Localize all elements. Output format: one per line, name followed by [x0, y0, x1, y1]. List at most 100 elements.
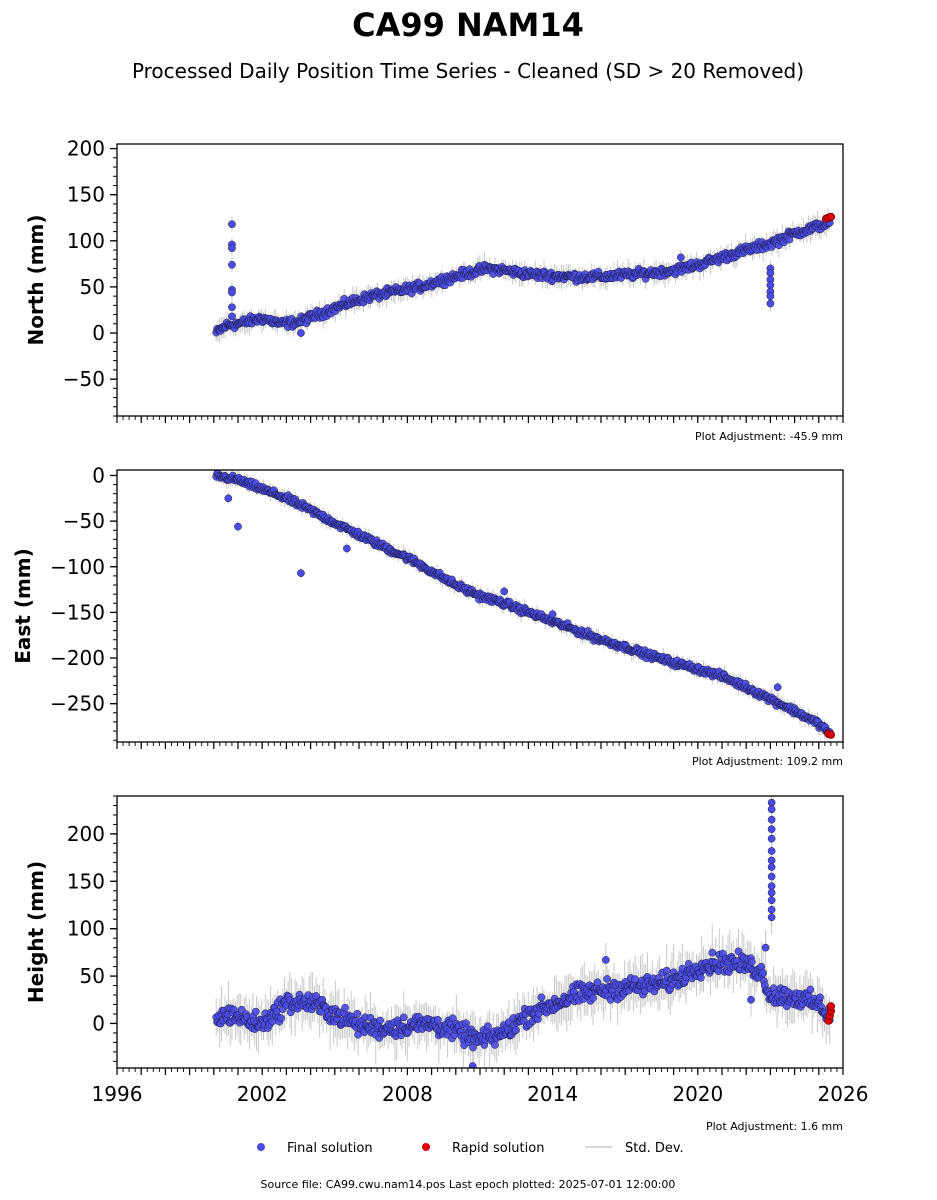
y-axis-label: North (mm): [24, 214, 48, 345]
y-tick-label: 200: [67, 822, 105, 846]
final-point: [228, 303, 236, 312]
final-point: [767, 798, 776, 807]
final-point: [767, 815, 776, 824]
y-tick-label: −50: [63, 509, 105, 533]
plot-adjustment-note: Plot Adjustment: -45.9 mm: [695, 430, 843, 443]
final-point: [228, 312, 236, 321]
final-point: [228, 288, 236, 297]
y-tick-label: 200: [67, 137, 105, 161]
final-point: [512, 1026, 520, 1034]
final-point: [767, 825, 776, 834]
final-point: [603, 975, 611, 983]
final-solution-points: [212, 798, 834, 1068]
y-tick-label: −50: [63, 367, 105, 391]
final-point: [228, 220, 236, 229]
y-tick-label: 50: [80, 964, 105, 988]
legend-rapid-label: Rapid solution: [452, 1141, 544, 1156]
final-point: [806, 985, 815, 994]
final-point: [229, 1005, 238, 1014]
final-point: [747, 995, 755, 1004]
final-point: [767, 888, 776, 897]
final-point: [234, 522, 242, 531]
y-tick-label: 100: [67, 229, 105, 253]
final-point: [761, 943, 770, 952]
final-point: [297, 569, 305, 577]
final-point: [747, 958, 756, 966]
final-solution-points: [212, 215, 834, 337]
final-point: [268, 1017, 277, 1026]
final-point: [766, 299, 775, 308]
plot-adjustment-note: Plot Adjustment: 109.2 mm: [692, 755, 843, 768]
rapid-solution-points: [821, 212, 836, 223]
final-point: [767, 896, 776, 905]
final-point: [767, 847, 776, 855]
x-tick-label: 2026: [818, 1082, 869, 1106]
axes-frame: [116, 469, 844, 743]
y-tick-label: 100: [67, 917, 105, 941]
final-point: [708, 948, 717, 957]
legend-final-marker: [257, 1143, 265, 1151]
y-tick-label: −250: [50, 692, 105, 716]
y-axis-label: Height (mm): [24, 861, 48, 1003]
legend-stddev-label: Std. Dev.: [625, 1141, 684, 1156]
final-point: [767, 882, 776, 890]
final-point: [766, 269, 775, 277]
final-point: [484, 1022, 492, 1031]
final-point: [757, 962, 766, 971]
x-tick-label: 2020: [672, 1082, 723, 1106]
x-tick-label: 2014: [527, 1082, 578, 1106]
y-tick-label: −200: [50, 646, 105, 670]
axes-frame: [116, 795, 844, 1069]
y-tick-label: 0: [92, 463, 105, 487]
rapid-solution-points: [824, 1002, 836, 1025]
legend: Final solution Rapid solution Std. Dev.: [257, 1141, 684, 1156]
final-point: [766, 281, 775, 289]
final-point: [341, 1003, 349, 1012]
final-point: [500, 587, 509, 596]
final-point: [434, 1016, 442, 1024]
final-point: [662, 966, 671, 975]
final-point: [759, 969, 767, 977]
final-point: [767, 913, 776, 922]
x-tick-label: 1996: [92, 1082, 143, 1106]
final-point: [677, 253, 685, 262]
final-point: [767, 834, 776, 843]
final-point: [228, 244, 236, 253]
y-tick-label: 50: [80, 275, 105, 299]
final-point: [399, 1013, 408, 1022]
std-dev-bars: [215, 796, 831, 1068]
final-point: [343, 544, 351, 553]
final-point: [697, 973, 705, 982]
y-tick-label: 0: [92, 1011, 105, 1035]
final-point: [767, 905, 776, 914]
final-point: [767, 856, 776, 865]
final-point: [491, 1041, 499, 1049]
final-point: [767, 863, 776, 871]
x-tick-label: 2008: [382, 1082, 433, 1106]
final-point: [468, 1062, 477, 1068]
plot-area: [212, 208, 836, 343]
rapid-point: [826, 730, 836, 739]
final-point: [766, 292, 775, 300]
axes-frame: [116, 143, 844, 417]
north-panel: −50 0 50 100 150 200 North (mm) Plot Adjustment…: [24, 137, 844, 443]
final-point: [767, 805, 776, 814]
y-tick-label: 150: [67, 183, 105, 207]
y-axis-label: East (mm): [11, 548, 35, 664]
final-point: [537, 993, 546, 1002]
final-point: [251, 1007, 260, 1016]
final-point: [228, 260, 236, 269]
height-panel: 0 50 100 150 200 1996 2002 2008 2014 2020 2026 Heig…: [24, 795, 869, 1133]
figure-subtitle: Processed Daily Position Time Series - C…: [132, 59, 804, 83]
final-point: [589, 994, 597, 1002]
rapid-point: [826, 1002, 836, 1011]
rapid-solution-points: [824, 729, 836, 739]
x-tick-label: 2002: [237, 1082, 288, 1106]
east-panel: −250 −200 −150 −100 −50 0 East (mm) Plot Adjust…: [11, 463, 844, 768]
final-point: [376, 1016, 384, 1025]
final-point: [224, 494, 233, 503]
y-tick-label: −150: [50, 600, 105, 624]
final-point: [469, 1043, 477, 1052]
y-tick-label: 150: [67, 869, 105, 893]
legend-final-label: Final solution: [287, 1141, 373, 1156]
